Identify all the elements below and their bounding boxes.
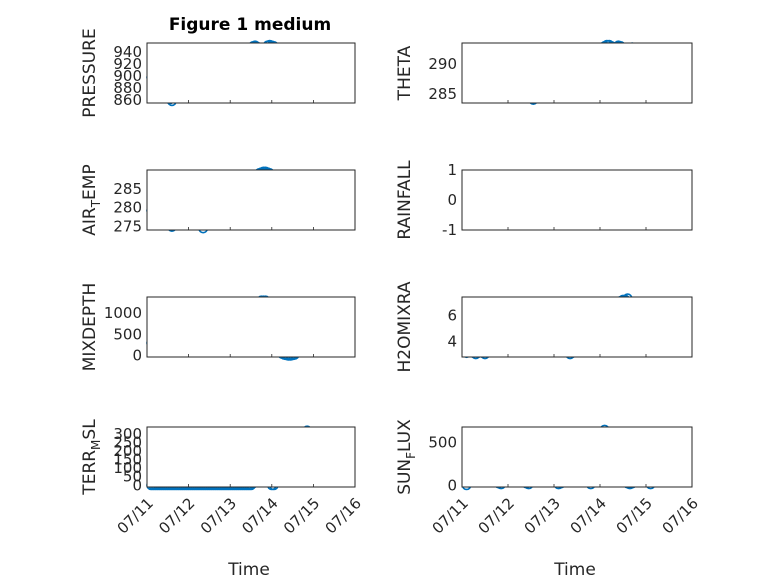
subplot-6: 4 6 H2OMIXRA [395,281,693,373]
y-axis-label: H2OMIXRA [395,281,415,372]
x-tick-label: 07/16 [659,494,702,537]
y-tick-label: 4 [447,332,457,350]
axes-frame [461,296,693,358]
y-tick-label: 6 [447,306,457,324]
axes-frame [461,426,693,488]
x-tick-label: 07/11 [429,494,472,537]
y-axis-label: MIXDEPTH [80,283,100,372]
y-tick-label: 1 [447,161,457,179]
subplot-7: 05010015020025030007/1107/1207/1307/1407… [80,419,365,580]
y-axis-label: PRESSURE [80,28,100,117]
axes-frame [461,169,693,231]
axes-frame [461,42,693,104]
axes-frame [146,42,356,104]
x-tick-label: 07/14 [567,494,610,537]
y-axis-label: THETA [395,45,415,101]
y-tick-label: 285 [428,85,457,103]
x-tick-label: 07/15 [613,494,656,537]
axes-frame [146,296,356,358]
y-axis-label: TERRMSL [80,419,103,496]
x-axis-label: Time [553,560,596,580]
y-tick-label: 100 [113,459,142,477]
x-tick-label: 07/16 [322,494,365,537]
x-tick-label: 07/13 [521,494,564,537]
x-tick-label: 07/15 [280,494,323,537]
y-tick-label: 250 [113,433,142,451]
y-tick-label: -1 [442,221,457,239]
y-axis-label: RAINFALL [395,160,415,240]
x-tick-label: 07/13 [197,494,240,537]
y-tick-label: 900 [113,67,142,85]
y-tick-label: 1000 [104,304,142,322]
subplot-8: 0 500 07/11 07/12 07/13 07/14 07/15 07/16 Time SU… [395,419,702,580]
y-axis-label: AIRTEMP [80,164,103,235]
y-tick-label: 500 [113,325,142,343]
x-axis-label: Time [227,560,270,580]
y-axis-label: SUNFLUX [395,419,418,495]
y-tick-label: 150 [113,451,142,469]
subplot-2: 285 290 THETA [395,39,693,106]
x-tick-label: 07/11 [114,494,157,537]
y-tick-label: 275 [113,217,142,235]
y-tick-label: 0 [132,347,142,365]
y-tick-label: 880 [113,79,142,97]
y-tick-label: 920 [113,55,142,73]
y-tick-label: 0 [447,476,457,494]
y-tick-label: 285 [113,180,142,198]
axes-frame [146,169,356,231]
y-tick-label: 860 [113,91,142,109]
y-tick-label: 500 [428,433,457,451]
y-tick-label: 0 [132,476,142,494]
x-tick-label: 07/14 [238,494,281,537]
y-tick-label: 300 [113,425,142,443]
x-tick-label: 07/12 [155,494,198,537]
figure-title: Figure 1 medium [169,15,331,35]
y-tick-label: 50 [123,468,142,486]
y-tick-label: 280 [113,199,142,217]
axes-frame [146,426,356,488]
y-tick-label: 200 [113,442,142,460]
subplot-4: -1 0 1 RAINFALL [395,160,693,240]
y-tick-label: 0 [447,191,457,209]
x-tick-label: 07/12 [475,494,518,537]
y-tick-label: 940 [113,43,142,61]
y-tick-label: 290 [428,55,457,73]
